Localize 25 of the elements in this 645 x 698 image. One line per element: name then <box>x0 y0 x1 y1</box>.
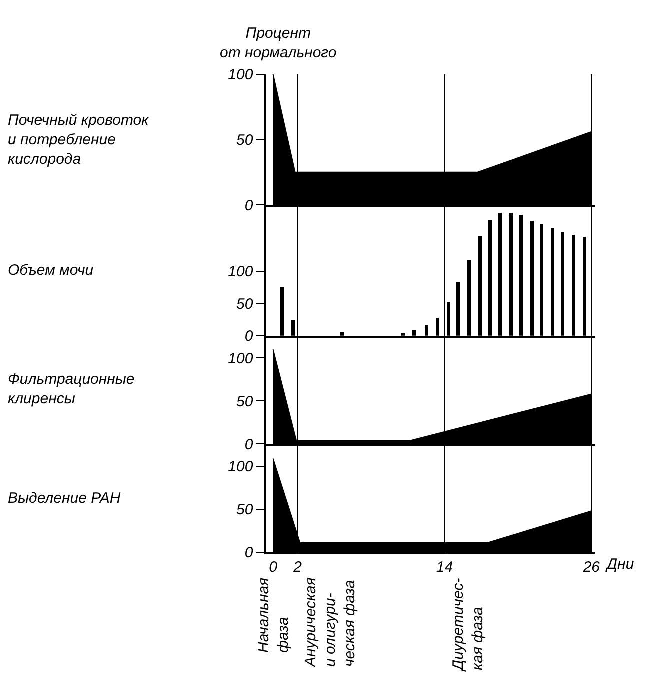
y-tick-label: 50 <box>236 132 254 149</box>
text: Диуретичес- кая фаза <box>450 578 486 672</box>
y-tick-label: 50 <box>236 296 254 313</box>
y-tick-label: 50 <box>236 502 254 519</box>
x-tick-label: 0 <box>269 559 278 576</box>
text: Почечный кровоток и потребление кислорода <box>8 112 150 168</box>
text: Объем мочи <box>8 262 94 279</box>
y-tick-label: 0 <box>244 544 254 562</box>
y-tick-label: 0 <box>244 328 254 346</box>
x-tick-label: 14 <box>436 559 454 576</box>
y-tick-label: 0 <box>244 436 254 454</box>
y-tick-label: 50 <box>236 393 254 410</box>
text: Анурическая и олигури- ческая фаза <box>302 578 359 668</box>
y-tick-label: 0 <box>244 197 254 214</box>
y-tick-label: 100 <box>228 350 254 368</box>
x-tick-label: 2 <box>292 559 303 576</box>
y-tick-label: 100 <box>228 264 254 281</box>
text: Выделение РАН <box>8 490 121 507</box>
x-tick-label: 26 <box>582 559 601 576</box>
y-axis-title: Процент от нормального <box>220 25 337 62</box>
y-tick-label: 100 <box>228 66 254 84</box>
text: Фильтрационные клиренсы <box>8 371 135 408</box>
x-axis-title: Дни <box>605 556 635 573</box>
y-tick-label: 100 <box>228 458 254 476</box>
text: Начальная фаза <box>256 578 292 654</box>
